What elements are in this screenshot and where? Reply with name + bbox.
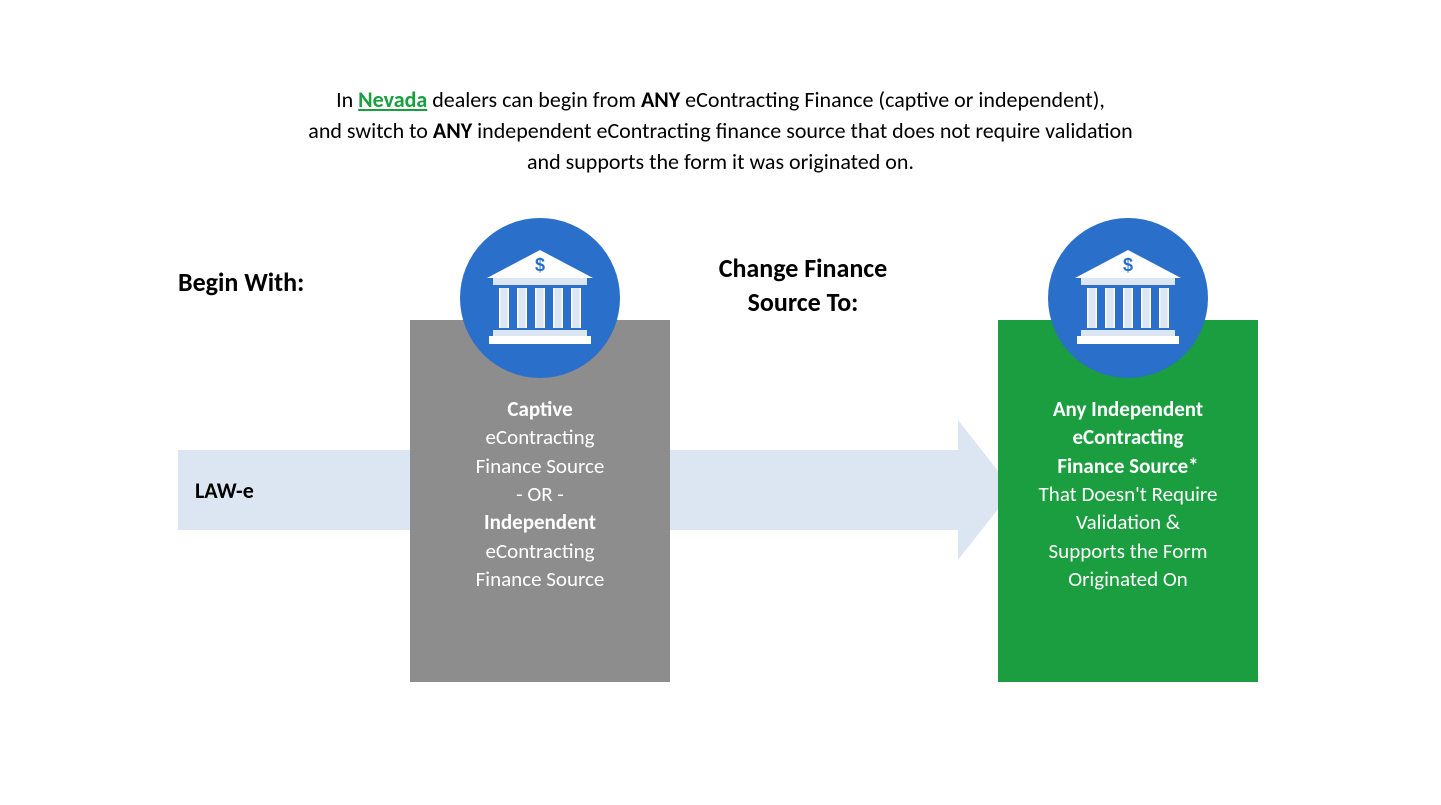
intro-any2: ANY (433, 117, 472, 144)
label-change-line2: Source To: (748, 286, 859, 318)
bank-building-icon: $ (1073, 248, 1183, 348)
intro-any1: ANY (641, 86, 680, 113)
intro-prefix: In (336, 86, 358, 113)
label-change-line1: Change Finance (719, 252, 888, 284)
intro-seg4: independent eContracting finance source … (472, 117, 1133, 144)
label-begin-with: Begin With: (178, 266, 304, 298)
green-l1: Any Independent (1016, 395, 1240, 423)
intro-state: Nevada (358, 86, 427, 113)
intro-seg1: dealers can begin from (427, 86, 641, 113)
gray-l2: eContracting (428, 423, 652, 451)
green-l7: Originated On (1016, 565, 1240, 593)
svg-text:$: $ (535, 255, 545, 275)
svg-text:$: $ (1123, 255, 1133, 275)
bank-building-icon: $ (485, 248, 595, 348)
green-l2: eContracting (1016, 423, 1240, 451)
label-change-finance: Change Finance Source To: (693, 252, 913, 320)
gray-l1: Captive (428, 395, 652, 423)
intro-seg2: eContracting Finance (captive or indepen… (680, 86, 1105, 113)
gray-l3: Finance Source (428, 452, 652, 480)
intro-seg3: and switch to (308, 117, 433, 144)
bank-icon-change: $ (1048, 218, 1208, 378)
bank-icon-begin: $ (460, 218, 620, 378)
green-l5: Validation & (1016, 508, 1240, 536)
green-l6: Supports the Form (1016, 537, 1240, 565)
law-e-label: LAW-e (195, 477, 254, 504)
gray-l5: Independent (428, 508, 652, 536)
gray-l7: Finance Source (428, 565, 652, 593)
gray-l6: eContracting (428, 537, 652, 565)
intro-paragraph: In Nevada dealers can begin from ANY eCo… (171, 85, 1271, 177)
green-l3: Finance Source* (1016, 452, 1240, 480)
green-l4: That Doesn't Require (1016, 480, 1240, 508)
intro-seg5: and supports the form it was originated … (527, 148, 914, 175)
gray-l4: - OR - (428, 480, 652, 508)
